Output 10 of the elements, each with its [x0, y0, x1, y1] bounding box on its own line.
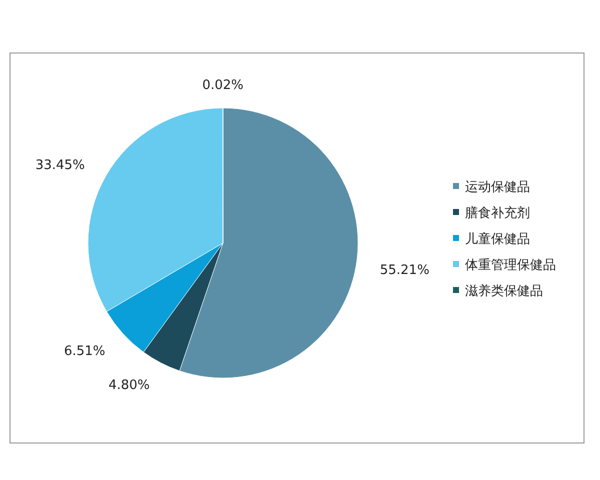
- legend-label: 体重管理保健品: [465, 258, 556, 273]
- data-label: 55.21%: [380, 262, 430, 278]
- legend-label: 膳食补充剂: [465, 205, 530, 221]
- data-label: 0.02%: [202, 78, 244, 93]
- data-label: 6.51%: [64, 344, 106, 359]
- data-label: 4.80%: [108, 378, 150, 394]
- data-label: 33.45%: [35, 158, 85, 174]
- legend-label: 儿童保健品: [465, 231, 530, 247]
- legend-label: 运动保健品: [465, 180, 530, 195]
- legend-label: 滋养类保健品: [465, 283, 543, 299]
